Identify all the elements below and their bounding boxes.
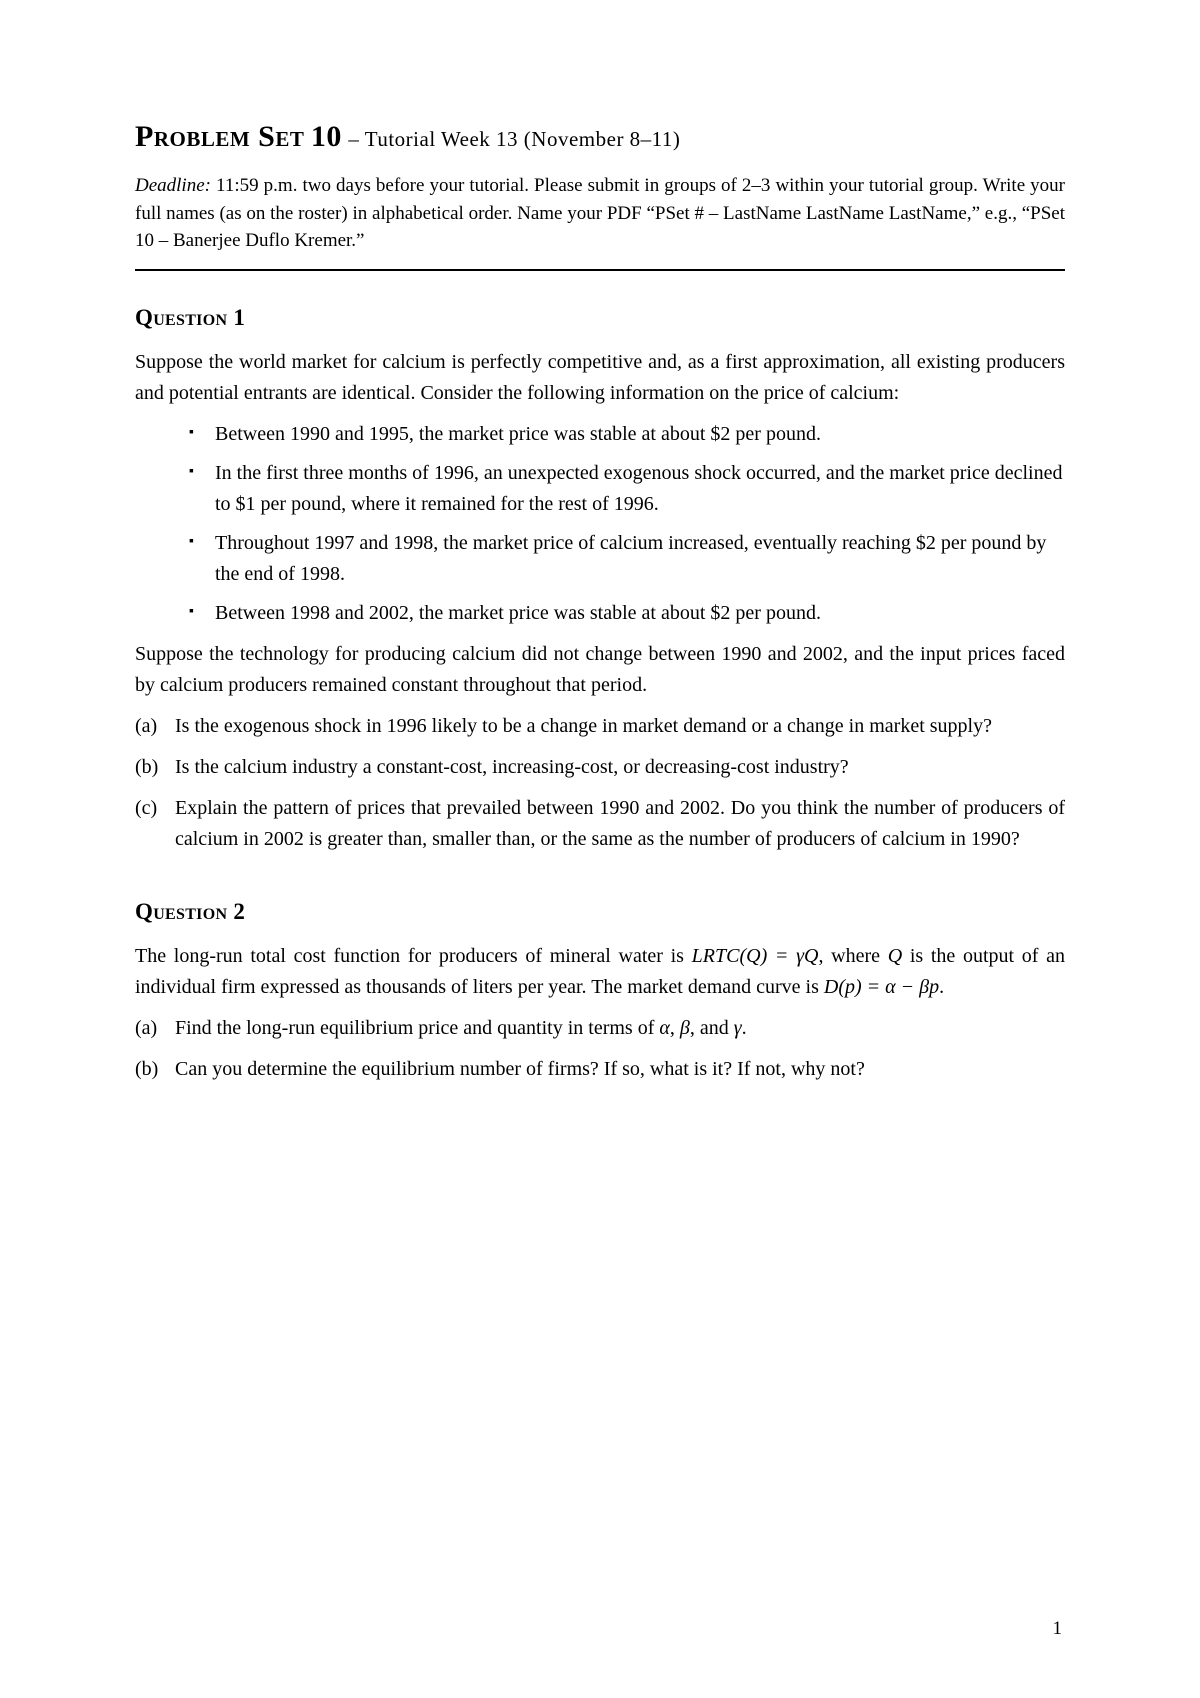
q1-intro: Suppose the world market for calcium is … bbox=[135, 347, 1065, 409]
list-item: Between 1998 and 2002, the market price … bbox=[189, 598, 1065, 629]
list-item: In the first three months of 1996, an un… bbox=[189, 458, 1065, 520]
part-text: Is the calcium industry a constant-cost,… bbox=[175, 756, 849, 778]
list-item: Throughout 1997 and 1998, the market pri… bbox=[189, 528, 1065, 590]
part-label: (a) bbox=[135, 1013, 157, 1044]
page: Problem Set 10 – Tutorial Week 13 (Novem… bbox=[0, 0, 1200, 1189]
part-text: Find the long-run equilibrium price and … bbox=[175, 1017, 747, 1039]
equation: D(p) = α − βp bbox=[824, 976, 939, 998]
part-text: Is the exogenous shock in 1996 likely to… bbox=[175, 715, 992, 737]
deadline-text: 11:59 p.m. two days before your tutorial… bbox=[135, 175, 1065, 251]
q1-parts: (a) Is the exogenous shock in 1996 likel… bbox=[135, 711, 1065, 855]
deadline-paragraph: Deadline: 11:59 p.m. two days before you… bbox=[135, 172, 1065, 255]
q2-parts: (a) Find the long-run equilibrium price … bbox=[135, 1013, 1065, 1085]
list-item: Between 1990 and 1995, the market price … bbox=[189, 419, 1065, 450]
variable-q: Q bbox=[888, 945, 902, 967]
list-item: (b) Is the calcium industry a constant-c… bbox=[135, 752, 1065, 783]
q1-bullet-list: Between 1990 and 1995, the market price … bbox=[135, 419, 1065, 629]
q1-mid: Suppose the technology for producing cal… bbox=[135, 639, 1065, 701]
part-label: (b) bbox=[135, 1054, 158, 1085]
list-item: (b) Can you determine the equilibrium nu… bbox=[135, 1054, 1065, 1085]
list-item: (a) Find the long-run equilibrium price … bbox=[135, 1013, 1065, 1044]
deadline-label: Deadline: bbox=[135, 175, 211, 196]
title-subtitle: – Tutorial Week 13 (November 8–11) bbox=[348, 127, 680, 151]
equation: LRTC(Q) = γQ bbox=[692, 945, 819, 967]
part-text: Can you determine the equilibrium number… bbox=[175, 1058, 865, 1080]
part-label: (c) bbox=[135, 793, 157, 824]
title-caps: Problem Set bbox=[135, 120, 304, 153]
part-label: (a) bbox=[135, 711, 157, 742]
horizontal-rule bbox=[135, 269, 1065, 271]
question-2-heading: Question 2 bbox=[135, 899, 1065, 925]
list-item: (a) Is the exogenous shock in 1996 likel… bbox=[135, 711, 1065, 742]
title-number: 10 bbox=[311, 120, 342, 153]
list-item: (c) Explain the pattern of prices that p… bbox=[135, 793, 1065, 855]
part-text: Explain the pattern of prices that preva… bbox=[175, 797, 1065, 850]
q2-intro: The long-run total cost function for pro… bbox=[135, 941, 1065, 1003]
question-1-heading: Question 1 bbox=[135, 305, 1065, 331]
part-label: (b) bbox=[135, 752, 158, 783]
page-title: Problem Set 10 – Tutorial Week 13 (Novem… bbox=[135, 120, 1065, 154]
page-number: 1 bbox=[1053, 1618, 1063, 1640]
